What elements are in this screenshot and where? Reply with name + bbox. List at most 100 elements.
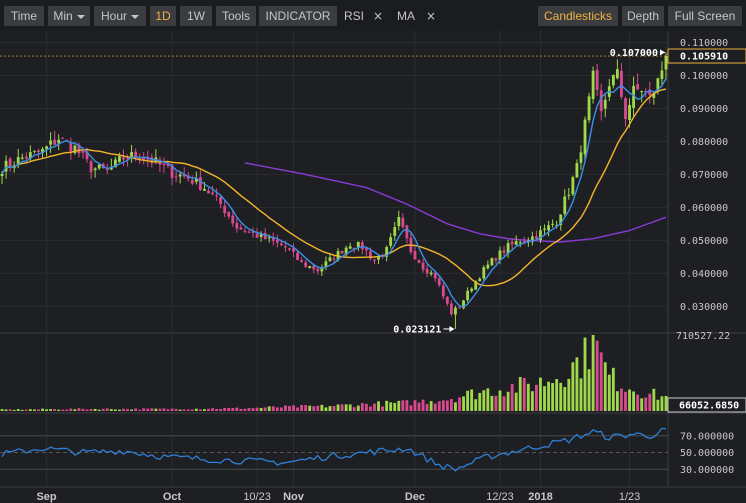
volume-bar [186, 409, 190, 411]
candle-body [620, 70, 623, 97]
rsi-series [1, 427, 667, 472]
candle-body [24, 156, 28, 159]
volume-bar [118, 409, 121, 411]
volume-bar [652, 388, 656, 411]
trading-chart[interactable]: 0.110000 0.100000 0.090000 0.080000 0.070000… [0, 31, 746, 503]
remove-rsi-icon[interactable]: × [373, 9, 384, 23]
volume-bar [522, 377, 526, 411]
min-dropdown[interactable]: Min [48, 6, 90, 26]
volume-series [0, 335, 668, 411]
volume-bar [421, 399, 425, 411]
ma-long-line [244, 162, 667, 243]
candle-body [397, 217, 401, 227]
candlestick-series [0, 52, 668, 329]
volume-bar [441, 400, 445, 411]
depth-button[interactable]: Depth [622, 6, 664, 26]
volume-bar [69, 408, 73, 411]
candle-body [8, 158, 12, 167]
volume-bar [336, 404, 340, 411]
candle-body [316, 268, 320, 272]
candle-body [211, 192, 214, 195]
volume-bar [615, 391, 619, 411]
candle-body [543, 228, 546, 230]
candle-body [198, 177, 202, 191]
volume-bar [437, 401, 441, 411]
ma-indicator-label: MA [397, 9, 415, 23]
candle-body [611, 75, 615, 86]
volume-bar [122, 408, 125, 411]
rsi-indicator-label: RSI [343, 9, 364, 23]
candle-body [579, 152, 583, 163]
candle-body [425, 268, 429, 274]
candle-body [348, 246, 352, 249]
volume-bar [486, 388, 490, 411]
toolbar: Time Min Hour 1D 1W Tools INDICATOR RSI … [0, 0, 746, 32]
candle-body [81, 150, 85, 153]
candle-body [304, 262, 308, 267]
candle-body [389, 237, 393, 246]
candle-body [559, 214, 563, 226]
candle-body [344, 247, 348, 255]
volume-bar [12, 409, 16, 411]
time-button[interactable]: Time [4, 6, 44, 26]
volume-bar [640, 398, 644, 411]
interval-1w-button[interactable]: 1W [180, 6, 212, 26]
candle-body [385, 246, 389, 257]
candle-body [0, 173, 4, 177]
volume-bar [413, 400, 417, 411]
candle-body [174, 176, 178, 178]
fullscreen-button[interactable]: Full Screen [668, 6, 742, 26]
volume-bar [344, 404, 348, 411]
candle-body [352, 247, 356, 249]
candle-body [243, 231, 247, 233]
tools-button[interactable]: Tools [216, 6, 256, 26]
candle-body [360, 242, 364, 250]
volume-bar [211, 408, 214, 411]
candle-body [170, 164, 174, 178]
volume-bar [348, 404, 352, 411]
candle-body [308, 266, 312, 269]
interval-1d-button[interactable]: 1D [150, 6, 176, 26]
candle-body [486, 264, 490, 269]
volume-bar [41, 408, 44, 411]
volume-bar [599, 352, 603, 411]
volume-bar [158, 408, 162, 411]
volume-bar [190, 409, 194, 411]
indicator-button[interactable]: INDICATOR [259, 6, 337, 26]
volume-bar [433, 403, 437, 411]
volume-bar [182, 409, 186, 411]
volume-bar [292, 405, 295, 411]
candle-body [470, 288, 474, 292]
volume-bar [397, 400, 401, 411]
remove-ma-icon[interactable]: × [426, 9, 437, 23]
candle-body [454, 307, 457, 315]
volume-bar [449, 398, 453, 411]
volume-bar [150, 408, 154, 411]
volume-bar [648, 393, 652, 411]
volume-bar [506, 391, 510, 411]
candle-body [591, 70, 595, 100]
candle-body [85, 151, 89, 160]
chart-background [0, 31, 746, 503]
candle-body [474, 281, 478, 290]
candle-body [194, 178, 198, 182]
candle-body [514, 241, 518, 245]
candle-body [263, 233, 267, 240]
candle-body [223, 205, 227, 214]
hour-dropdown[interactable]: Hour [94, 6, 146, 26]
volume-bar [247, 408, 251, 411]
candle-body [393, 227, 397, 236]
volume-bar [571, 362, 575, 411]
price-annotations: 0.107000 0.023121 [393, 48, 665, 335]
candle-body [69, 143, 73, 152]
candle-body [510, 241, 514, 245]
time-tick-label: Oct [163, 491, 182, 503]
price-tick-label: 0.080000 [680, 137, 728, 148]
candle-body [207, 190, 210, 194]
volume-bar [478, 392, 482, 411]
volume-bar [409, 405, 413, 411]
volume-bar [251, 408, 255, 411]
candlesticks-button[interactable]: Candlesticks [538, 6, 618, 26]
volume-bar [360, 403, 364, 411]
candle-body [506, 243, 510, 254]
